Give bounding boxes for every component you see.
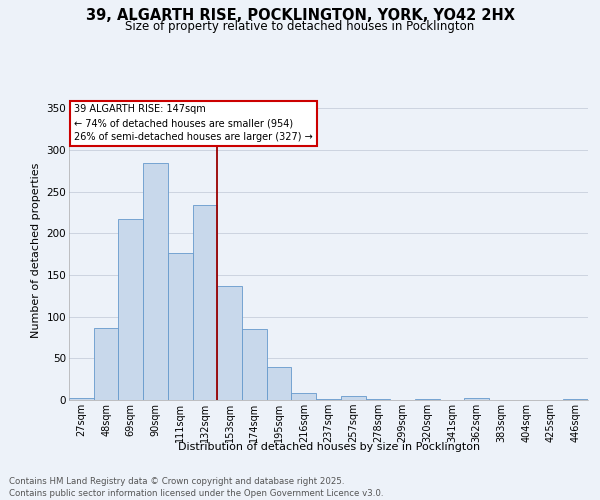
Bar <box>464 398 489 400</box>
Bar <box>217 286 242 400</box>
Text: 39 ALGARTH RISE: 147sqm
← 74% of detached houses are smaller (954)
26% of semi-d: 39 ALGARTH RISE: 147sqm ← 74% of detache… <box>74 104 313 142</box>
Bar <box>563 399 588 400</box>
Bar <box>292 392 316 400</box>
Bar <box>94 328 118 400</box>
Bar <box>242 329 267 400</box>
Bar <box>267 366 292 400</box>
Bar <box>193 205 217 400</box>
Bar <box>168 254 193 400</box>
Y-axis label: Number of detached properties: Number of detached properties <box>31 162 41 338</box>
Bar <box>69 398 94 400</box>
Bar <box>316 399 341 400</box>
Text: Distribution of detached houses by size in Pocklington: Distribution of detached houses by size … <box>178 442 480 452</box>
Text: Contains HM Land Registry data © Crown copyright and database right 2025.
Contai: Contains HM Land Registry data © Crown c… <box>9 476 383 498</box>
Bar <box>365 399 390 400</box>
Text: Size of property relative to detached houses in Pocklington: Size of property relative to detached ho… <box>125 20 475 33</box>
Bar <box>143 162 168 400</box>
Bar <box>118 219 143 400</box>
Text: 39, ALGARTH RISE, POCKLINGTON, YORK, YO42 2HX: 39, ALGARTH RISE, POCKLINGTON, YORK, YO4… <box>86 8 515 22</box>
Bar <box>415 399 440 400</box>
Bar <box>341 396 365 400</box>
